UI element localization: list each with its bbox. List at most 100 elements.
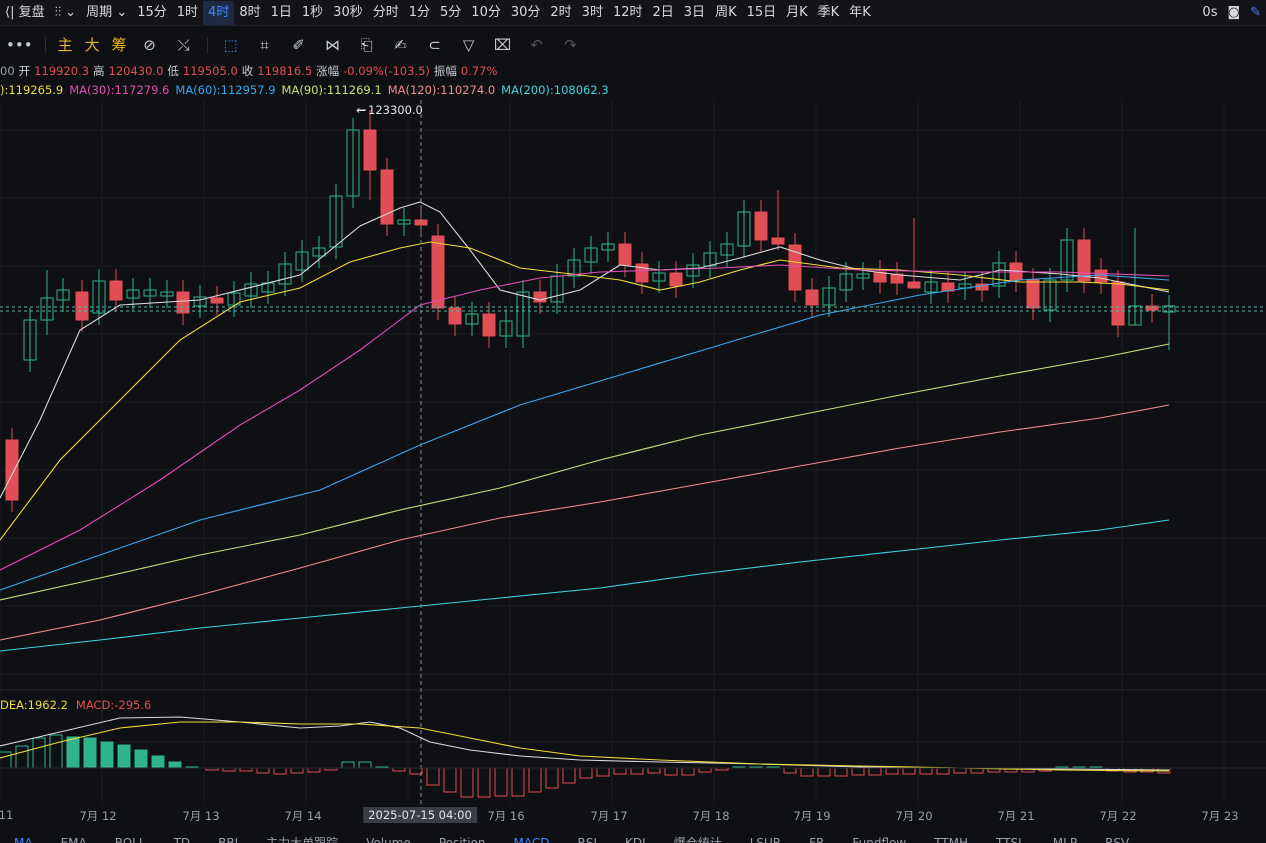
indicator-tab-10[interactable]: KDJ <box>625 836 646 843</box>
indicator-tab-15[interactable]: TTMH <box>934 836 969 843</box>
interval-21[interactable]: 年K <box>849 4 871 20</box>
redo-icon[interactable]: ↷ <box>564 36 577 54</box>
interval-11[interactable]: 30分 <box>510 4 541 20</box>
candle-body <box>329 195 343 248</box>
interval-10[interactable]: 10分 <box>471 4 501 20</box>
candle-body <box>754 211 768 241</box>
interval-17[interactable]: 周K <box>715 4 737 20</box>
interval-9[interactable]: 5分 <box>440 4 462 20</box>
candle-body <box>23 319 37 361</box>
indicator-tab-0[interactable]: MA <box>14 836 33 843</box>
pattern-icon[interactable]: ⋈ <box>325 36 341 54</box>
macd-bar <box>528 767 542 793</box>
indicator-tab-16[interactable]: TTSL <box>996 836 1025 843</box>
big-order-button[interactable]: 大 <box>84 36 100 54</box>
candle-body <box>771 237 785 245</box>
undo-icon[interactable]: ↶ <box>530 36 543 54</box>
filter-icon[interactable]: ▽ <box>462 36 475 54</box>
indicator-tab-2[interactable]: BOLL <box>114 836 146 843</box>
macd-bar <box>885 767 899 775</box>
candle-body <box>839 273 853 291</box>
macd-bar <box>273 767 287 775</box>
indicator-tab-5[interactable]: 主力大单跟踪 <box>266 836 339 843</box>
interval-18[interactable]: 15日 <box>746 4 777 20</box>
candle-body <box>312 247 326 257</box>
interval-2[interactable]: 4时 <box>203 0 235 25</box>
edit-icon[interactable]: ✍ <box>394 36 407 54</box>
interval-14[interactable]: 12时 <box>612 4 643 20</box>
indicator-tab-14[interactable]: Fundflow <box>852 836 907 843</box>
camera-icon[interactable]: ◙ <box>1227 4 1241 20</box>
candle-body <box>227 292 241 306</box>
chevron-down-icon: ⌄ <box>65 4 77 20</box>
main-indicator-button[interactable]: 主 <box>57 36 73 54</box>
macd-bar <box>800 767 814 777</box>
macd-bar <box>426 767 440 786</box>
interval-15[interactable]: 2日 <box>652 4 674 20</box>
replay-button[interactable]: ⟨| 复盘 <box>5 4 45 20</box>
interval-4[interactable]: 1日 <box>270 4 292 20</box>
indicator-tab-13[interactable]: FR <box>809 836 825 843</box>
indicator-tab-11[interactable]: 爆仓统计 <box>673 836 722 843</box>
trash-icon[interactable]: ⌧ <box>493 36 512 54</box>
interval-16[interactable]: 3日 <box>683 4 706 20</box>
change-value: -0.09%(-103.5) <box>343 64 430 78</box>
interval-5[interactable]: 1秒 <box>301 4 324 20</box>
macd-bar <box>15 745 29 769</box>
ma30-line <box>0 264 1170 571</box>
indicator-tab-7[interactable]: Position <box>438 836 486 843</box>
macd-bar <box>341 761 355 769</box>
replay-icon: ⟨| <box>5 4 19 20</box>
candle-body <box>1128 305 1142 326</box>
candle-body <box>686 264 700 277</box>
draw-pen-icon[interactable]: ✎ <box>1250 4 1261 20</box>
interval-8[interactable]: 1分 <box>408 4 431 20</box>
interval-19[interactable]: 月K <box>786 4 808 20</box>
more-icon[interactable]: ••• <box>6 36 33 54</box>
interval-20[interactable]: 季K <box>817 4 840 20</box>
indicator-tab-6[interactable]: Volume <box>366 836 411 843</box>
macd-bar <box>409 767 423 775</box>
period-dropdown[interactable]: 周期 ⌄ <box>86 4 128 20</box>
candle-body <box>737 211 751 247</box>
indicator-tab-12[interactable]: LSUR <box>749 836 782 843</box>
note-icon[interactable]: ⎗ <box>360 36 373 54</box>
interval-0[interactable]: 15分 <box>137 4 167 20</box>
indicator-tab-17[interactable]: MLP <box>1052 836 1078 843</box>
candle-type-icon: ⫶⫶ <box>54 4 62 20</box>
indicator-settings-icon[interactable]: ⊘ <box>143 36 156 54</box>
chips-button[interactable]: 筹 <box>111 36 127 54</box>
indicator-tab-1[interactable]: EMA <box>60 836 87 843</box>
interval-7[interactable]: 分时 <box>372 4 399 20</box>
macd-bar <box>443 767 457 793</box>
high-annotation-label: 123300.0 <box>368 103 423 117</box>
interval-13[interactable]: 3时 <box>581 4 603 20</box>
dea-value: DEA:1962.2 <box>0 698 68 712</box>
macd-bar <box>851 767 865 776</box>
candle-body <box>210 297 224 304</box>
interval-1[interactable]: 1时 <box>176 4 199 20</box>
candle-body <box>5 439 19 501</box>
compare-icon[interactable]: ⤯ <box>177 36 190 54</box>
brush-icon[interactable]: ✐ <box>292 36 305 54</box>
candle-body <box>788 244 802 291</box>
candle-body <box>584 247 598 263</box>
low-value: 119505.0 <box>182 64 238 78</box>
candle-body <box>126 289 140 299</box>
chart-type-button[interactable]: ⫶⫶ ⌄ <box>50 1 82 25</box>
indicator-tab-8[interactable]: MACD <box>513 836 550 843</box>
interval-3[interactable]: 8时 <box>239 4 261 20</box>
magnet-icon[interactable]: ⊂ <box>428 36 441 54</box>
cursor-icon[interactable]: ⬚ <box>223 36 238 54</box>
indicator-tab-4[interactable]: BBI <box>218 836 239 843</box>
indicator-tab-9[interactable]: RSI <box>577 836 598 843</box>
ruler-icon[interactable]: ⌗ <box>260 36 269 54</box>
interval-6[interactable]: 30秒 <box>333 4 363 20</box>
macd-bar <box>494 767 508 797</box>
ma-legend-1: MA(30):117279.6 <box>69 83 170 97</box>
interval-12[interactable]: 2时 <box>550 4 572 20</box>
indicator-tab-3[interactable]: TD <box>173 836 191 843</box>
macd-bar <box>117 744 131 769</box>
indicator-tab-18[interactable]: RSV <box>1105 836 1130 843</box>
